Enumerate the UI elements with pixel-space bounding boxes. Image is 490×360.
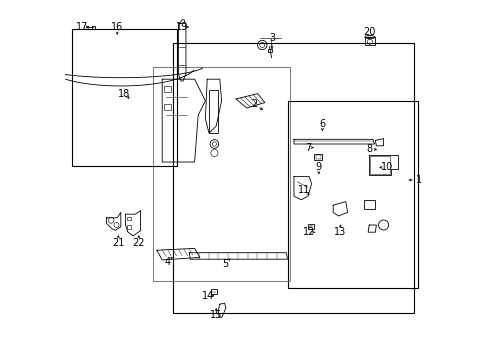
Text: 15: 15	[210, 310, 222, 320]
Bar	[370, 156, 390, 174]
Text: 2: 2	[251, 99, 258, 109]
Text: 10: 10	[381, 162, 393, 172]
Text: 12: 12	[303, 227, 315, 237]
Bar	[164, 86, 171, 92]
Text: 8: 8	[366, 144, 372, 154]
Text: 21: 21	[112, 238, 124, 248]
Text: 3: 3	[269, 33, 275, 43]
Bar	[153, 67, 290, 281]
Bar	[92, 26, 95, 29]
Bar	[288, 101, 418, 288]
Bar	[173, 43, 414, 313]
Bar	[365, 37, 375, 45]
Bar	[268, 49, 272, 52]
Bar	[164, 104, 171, 110]
Bar	[364, 200, 374, 209]
Bar	[308, 224, 314, 229]
Text: 18: 18	[118, 89, 130, 99]
Text: 19: 19	[176, 22, 188, 32]
Bar	[316, 155, 321, 159]
Text: 11: 11	[298, 185, 311, 195]
Bar	[127, 217, 131, 220]
Text: 7: 7	[305, 143, 311, 153]
Text: 14: 14	[202, 291, 215, 301]
Polygon shape	[87, 26, 89, 28]
Text: 20: 20	[363, 27, 375, 37]
Bar	[209, 90, 218, 133]
Bar	[211, 289, 217, 294]
Text: 9: 9	[316, 162, 322, 172]
Text: 6: 6	[319, 119, 325, 129]
Text: 13: 13	[334, 227, 346, 237]
Text: 4: 4	[165, 257, 171, 267]
Bar	[315, 154, 322, 160]
Bar	[72, 29, 176, 166]
Text: 1: 1	[416, 175, 421, 185]
Text: 5: 5	[222, 258, 228, 269]
Text: 17: 17	[76, 22, 88, 32]
Bar	[127, 225, 131, 229]
Text: 22: 22	[133, 238, 145, 248]
Text: 16: 16	[111, 22, 123, 32]
